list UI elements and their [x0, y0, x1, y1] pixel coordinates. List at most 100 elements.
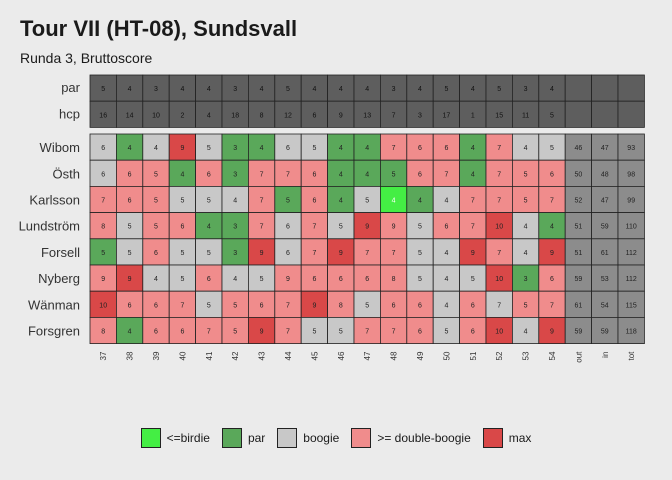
- score-cell-value: 6: [128, 302, 132, 309]
- score-cell: [116, 212, 144, 240]
- score-cell-value: 6: [444, 145, 448, 152]
- info-cell: [617, 74, 645, 102]
- score-cell-value: 47: [601, 198, 609, 205]
- score-cell-value: 46: [575, 145, 583, 152]
- score-cell: [353, 133, 381, 161]
- score-cell-value: 5: [418, 276, 422, 283]
- score-cell-value: 6: [471, 302, 475, 309]
- score-cell-value: 3: [233, 224, 237, 231]
- score-cell-value: 6: [365, 276, 369, 283]
- info-cell-value: 5: [444, 86, 448, 93]
- score-cell-value: 6: [418, 329, 422, 336]
- score-cell-value: 4: [260, 145, 264, 152]
- legend-item: boogie: [277, 428, 339, 448]
- score-cell: [512, 238, 540, 266]
- score-cell-value: 7: [550, 302, 554, 309]
- score-cell: [538, 185, 566, 213]
- column-label: 42: [231, 351, 240, 360]
- score-cell-value: 4: [471, 145, 475, 152]
- row-label-hcp: hcp: [59, 106, 80, 121]
- legend-label: boogie: [303, 431, 340, 445]
- column-label: 50: [442, 351, 451, 360]
- score-cell-value: 7: [180, 302, 184, 309]
- score-cell-value: 5: [207, 302, 211, 309]
- score-cell-value: 4: [207, 224, 211, 231]
- score-cell: [379, 133, 408, 161]
- score-cell: [591, 185, 619, 213]
- player-label: Karlsson: [29, 193, 80, 208]
- score-cell: [485, 185, 513, 213]
- column-label: 54: [548, 351, 557, 360]
- info-cell-value: 4: [207, 86, 211, 93]
- score-cell-value: 5: [207, 250, 211, 257]
- score-cell-value: 9: [471, 250, 475, 257]
- column-label: 38: [126, 351, 135, 360]
- score-cell-value: 59: [601, 224, 609, 231]
- info-cell: [564, 100, 593, 128]
- score-cell-value: 5: [418, 250, 422, 257]
- info-cell-value: 14: [126, 112, 134, 119]
- info-cell-value: 8: [260, 112, 264, 119]
- score-cell-value: 9: [550, 329, 554, 336]
- score-cell: [432, 238, 461, 266]
- score-cell-value: 10: [495, 329, 503, 336]
- score-cell-value: 5: [365, 198, 369, 205]
- score-cell-value: 4: [365, 145, 369, 152]
- score-cell-value: 59: [575, 329, 583, 336]
- score-cell-value: 5: [128, 224, 132, 231]
- score-cell: [195, 290, 223, 318]
- info-cell-value: 7: [392, 112, 396, 119]
- score-cell: [432, 212, 461, 240]
- score-cell-value: 5: [180, 276, 184, 283]
- score-cell: [617, 316, 645, 344]
- score-cell-value: 93: [627, 145, 635, 152]
- score-cell: [247, 159, 276, 187]
- score-cell-value: 7: [101, 198, 105, 205]
- score-cell: [274, 185, 302, 213]
- score-cell-value: 112: [626, 276, 637, 283]
- score-cell-value: 6: [207, 171, 211, 178]
- score-cell-value: 4: [339, 198, 343, 205]
- score-cell-value: 48: [601, 171, 609, 178]
- score-cell-value: 5: [312, 145, 316, 152]
- score-cell-value: 6: [339, 276, 343, 283]
- info-cell: [195, 100, 223, 128]
- info-cell-value: 11: [522, 112, 529, 119]
- score-cell: [116, 290, 144, 318]
- info-cell: [300, 100, 329, 128]
- score-cell-value: 4: [128, 329, 132, 336]
- score-cell-value: 7: [550, 198, 554, 205]
- score-cell-value: 7: [286, 302, 290, 309]
- info-cell-value: 1: [471, 112, 475, 119]
- score-cell: [379, 159, 408, 187]
- player-label: Östh: [53, 166, 80, 181]
- score-cell-value: 8: [339, 302, 343, 309]
- info-cell-value: 5: [101, 86, 105, 93]
- info-cell: [591, 100, 619, 128]
- score-cell-value: 8: [392, 276, 396, 283]
- score-cell: [406, 238, 434, 266]
- info-cell-value: 13: [363, 112, 371, 119]
- score-cell-value: 3: [233, 250, 237, 257]
- score-cell: [538, 212, 566, 240]
- info-cell-value: 4: [471, 86, 475, 93]
- score-cell: [89, 133, 117, 161]
- legend-item: max: [482, 428, 531, 448]
- legend-swatch: [140, 428, 161, 448]
- score-cell-value: 5: [233, 302, 237, 309]
- column-label: 48: [390, 351, 399, 360]
- info-cell: [247, 100, 276, 128]
- score-cell: [327, 212, 355, 240]
- score-cell-value: 8: [101, 329, 105, 336]
- score-cell-value: 4: [365, 171, 369, 178]
- info-cell-value: 9: [339, 112, 343, 119]
- score-cell-value: 59: [575, 276, 583, 283]
- column-label: 53: [522, 351, 531, 360]
- score-cell-value: 6: [180, 329, 184, 336]
- score-cell: [591, 133, 619, 161]
- score-cell: [247, 185, 276, 213]
- score-cell: [300, 290, 329, 318]
- score-cell: [459, 290, 487, 318]
- score-cell-value: 52: [575, 198, 583, 205]
